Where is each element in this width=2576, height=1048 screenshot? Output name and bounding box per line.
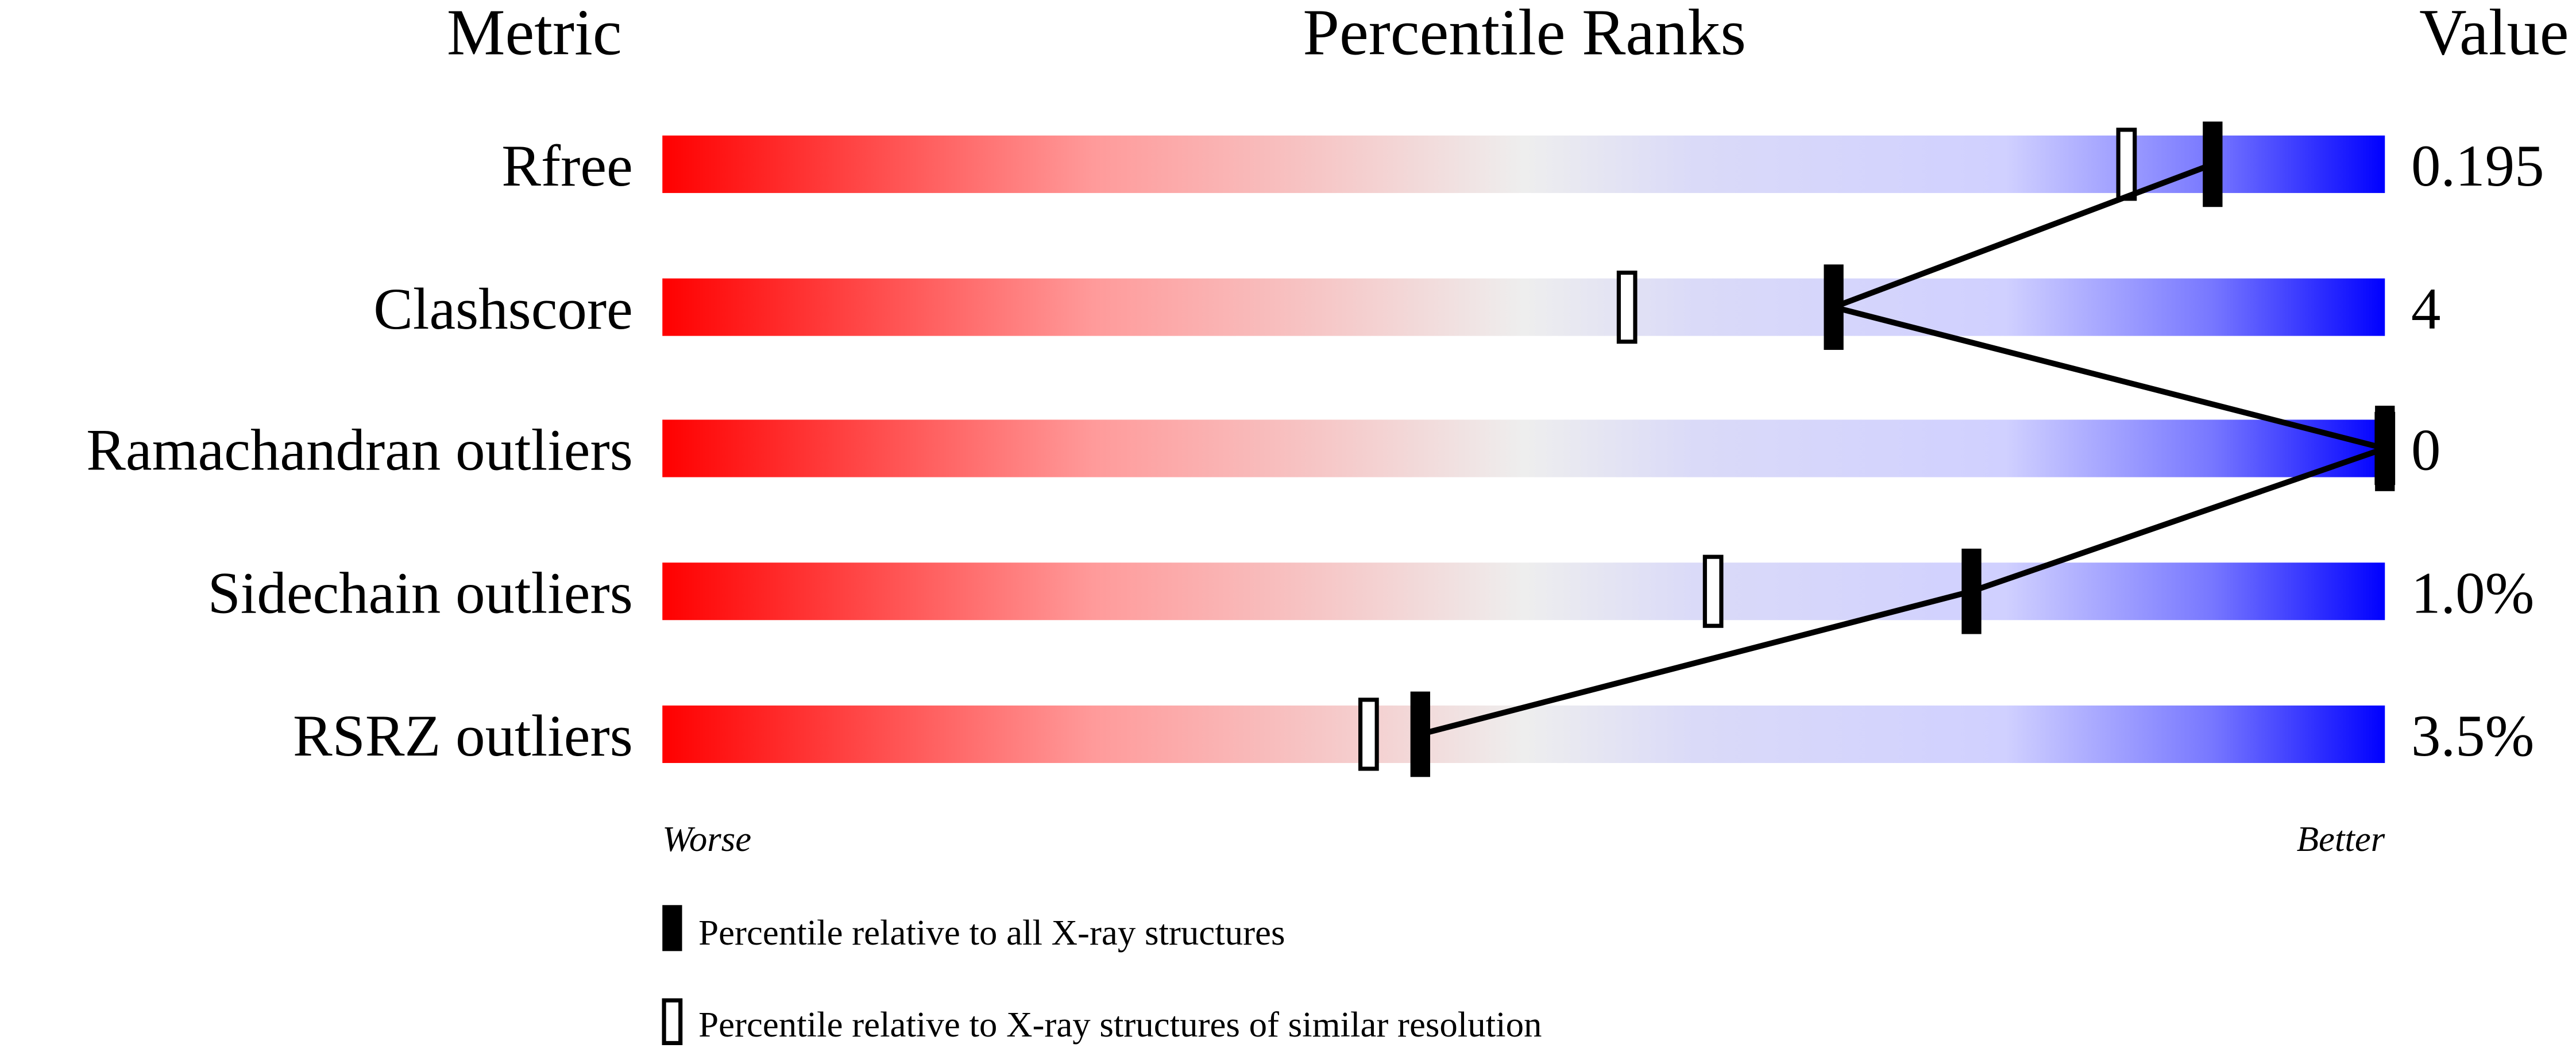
metric-value: 0 xyxy=(2411,418,2440,483)
percentile-bar xyxy=(662,705,2385,763)
marker-similar-resolution xyxy=(2116,128,2137,201)
legend-open-marker xyxy=(662,998,683,1045)
metric-value: 1.0% xyxy=(2411,560,2534,626)
marker-all-structures xyxy=(1961,548,1982,634)
percentile-bar xyxy=(662,135,2385,193)
marker-all-structures xyxy=(2203,121,2223,207)
percentile-bar xyxy=(662,419,2385,477)
marker-similar-resolution xyxy=(1702,554,1724,628)
marker-all-structures xyxy=(2375,406,2395,491)
axis-label-better: Better xyxy=(2297,819,2385,859)
legend-label-similar: Percentile relative to X-ray structures … xyxy=(698,1004,1542,1045)
metric-label: Rfree xyxy=(501,133,633,199)
metric-label: Ramachandran outliers xyxy=(86,418,633,483)
metric-label: Sidechain outliers xyxy=(208,560,633,626)
marker-all-structures xyxy=(1410,691,1430,777)
marker-similar-resolution xyxy=(1358,698,1379,771)
metric-value: 0.195 xyxy=(2411,133,2544,199)
metric-label: RSRZ outliers xyxy=(293,703,633,769)
metric-value: 3.5% xyxy=(2411,703,2534,769)
legend-label-all: Percentile relative to all X-ray structu… xyxy=(698,912,1285,953)
marker-similar-resolution xyxy=(1616,271,1637,344)
metric-value: 4 xyxy=(2411,276,2440,342)
marker-all-structures xyxy=(1824,264,1844,350)
metric-label: Clashscore xyxy=(373,276,633,342)
header-metric: Metric xyxy=(447,0,622,68)
axis-label-worse: Worse xyxy=(662,819,751,859)
legend-filled-marker xyxy=(662,905,682,951)
percentile-bar xyxy=(662,278,2385,336)
header-value: Value xyxy=(2419,0,2569,68)
header-percentile-ranks: Percentile Ranks xyxy=(1303,0,1746,68)
percentile-bar xyxy=(662,562,2385,621)
